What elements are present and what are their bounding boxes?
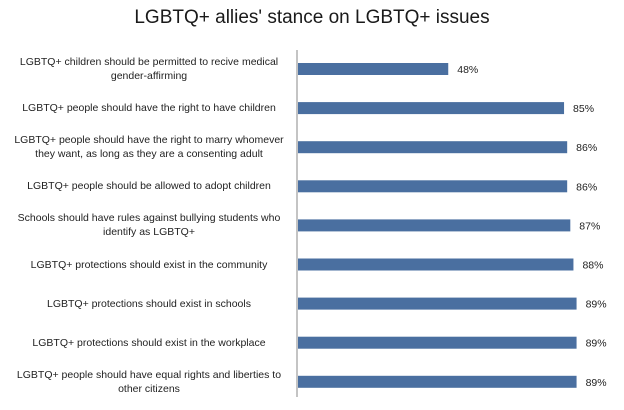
category-label: LGBTQ+ people should have the right to h… [22, 102, 276, 115]
data-label: 89% [586, 338, 607, 350]
bar [298, 258, 574, 271]
category-label: LGBTQ+ people should have the right to m… [14, 134, 284, 161]
category-label: LGBTQ+ protections should exist in schoo… [47, 297, 251, 310]
data-label: 89% [586, 377, 607, 389]
bar [298, 141, 568, 154]
bar [298, 102, 565, 115]
data-label: 88% [582, 260, 603, 272]
category-label: LGBTQ+ protections should exist in the c… [30, 258, 268, 271]
chart-title: LGBTQ+ allies' stance on LGBTQ+ issues [134, 7, 490, 28]
bar [298, 297, 577, 310]
bar [298, 375, 577, 388]
data-label: 48% [457, 64, 478, 76]
bar [298, 219, 571, 232]
category-label: LGBTQ+ people should have equal rights a… [16, 368, 282, 395]
data-label: 86% [576, 142, 597, 154]
category-label: Schools should have rules against bullyi… [17, 212, 281, 239]
category-label: LGBTQ+ people should be allowed to adopt… [27, 180, 271, 193]
data-label: 86% [576, 181, 597, 193]
category-label: LGBTQ+ children should be permitted to r… [19, 56, 279, 82]
bar [298, 336, 577, 349]
data-label: 89% [586, 299, 607, 311]
data-label: 87% [579, 220, 600, 232]
data-label: 85% [573, 103, 594, 115]
bar [298, 63, 449, 75]
category-label: LGBTQ+ protections should exist in the w… [32, 336, 266, 349]
bar [298, 180, 568, 193]
